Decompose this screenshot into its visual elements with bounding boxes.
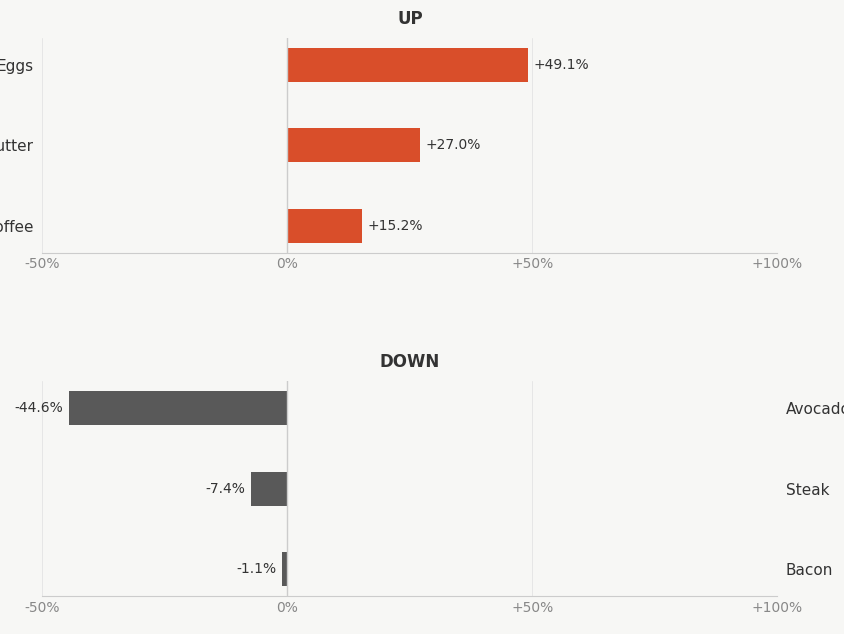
Bar	[282, 552, 287, 586]
Bar	[287, 48, 528, 82]
Bar	[287, 129, 419, 162]
Title: UP: UP	[397, 10, 422, 28]
Text: +27.0%: +27.0%	[425, 138, 480, 152]
Bar	[68, 391, 287, 425]
Text: -7.4%: -7.4%	[205, 482, 245, 496]
Title: DOWN: DOWN	[379, 354, 440, 372]
Bar	[251, 472, 287, 505]
Text: +49.1%: +49.1%	[533, 58, 589, 72]
Text: -44.6%: -44.6%	[14, 401, 62, 415]
Text: +15.2%: +15.2%	[367, 219, 423, 233]
Bar	[287, 209, 361, 243]
Text: -1.1%: -1.1%	[235, 562, 276, 576]
